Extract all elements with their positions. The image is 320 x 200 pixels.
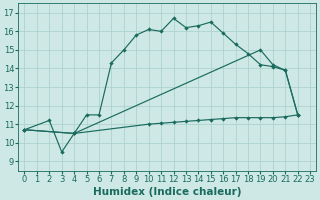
X-axis label: Humidex (Indice chaleur): Humidex (Indice chaleur) — [93, 187, 242, 197]
